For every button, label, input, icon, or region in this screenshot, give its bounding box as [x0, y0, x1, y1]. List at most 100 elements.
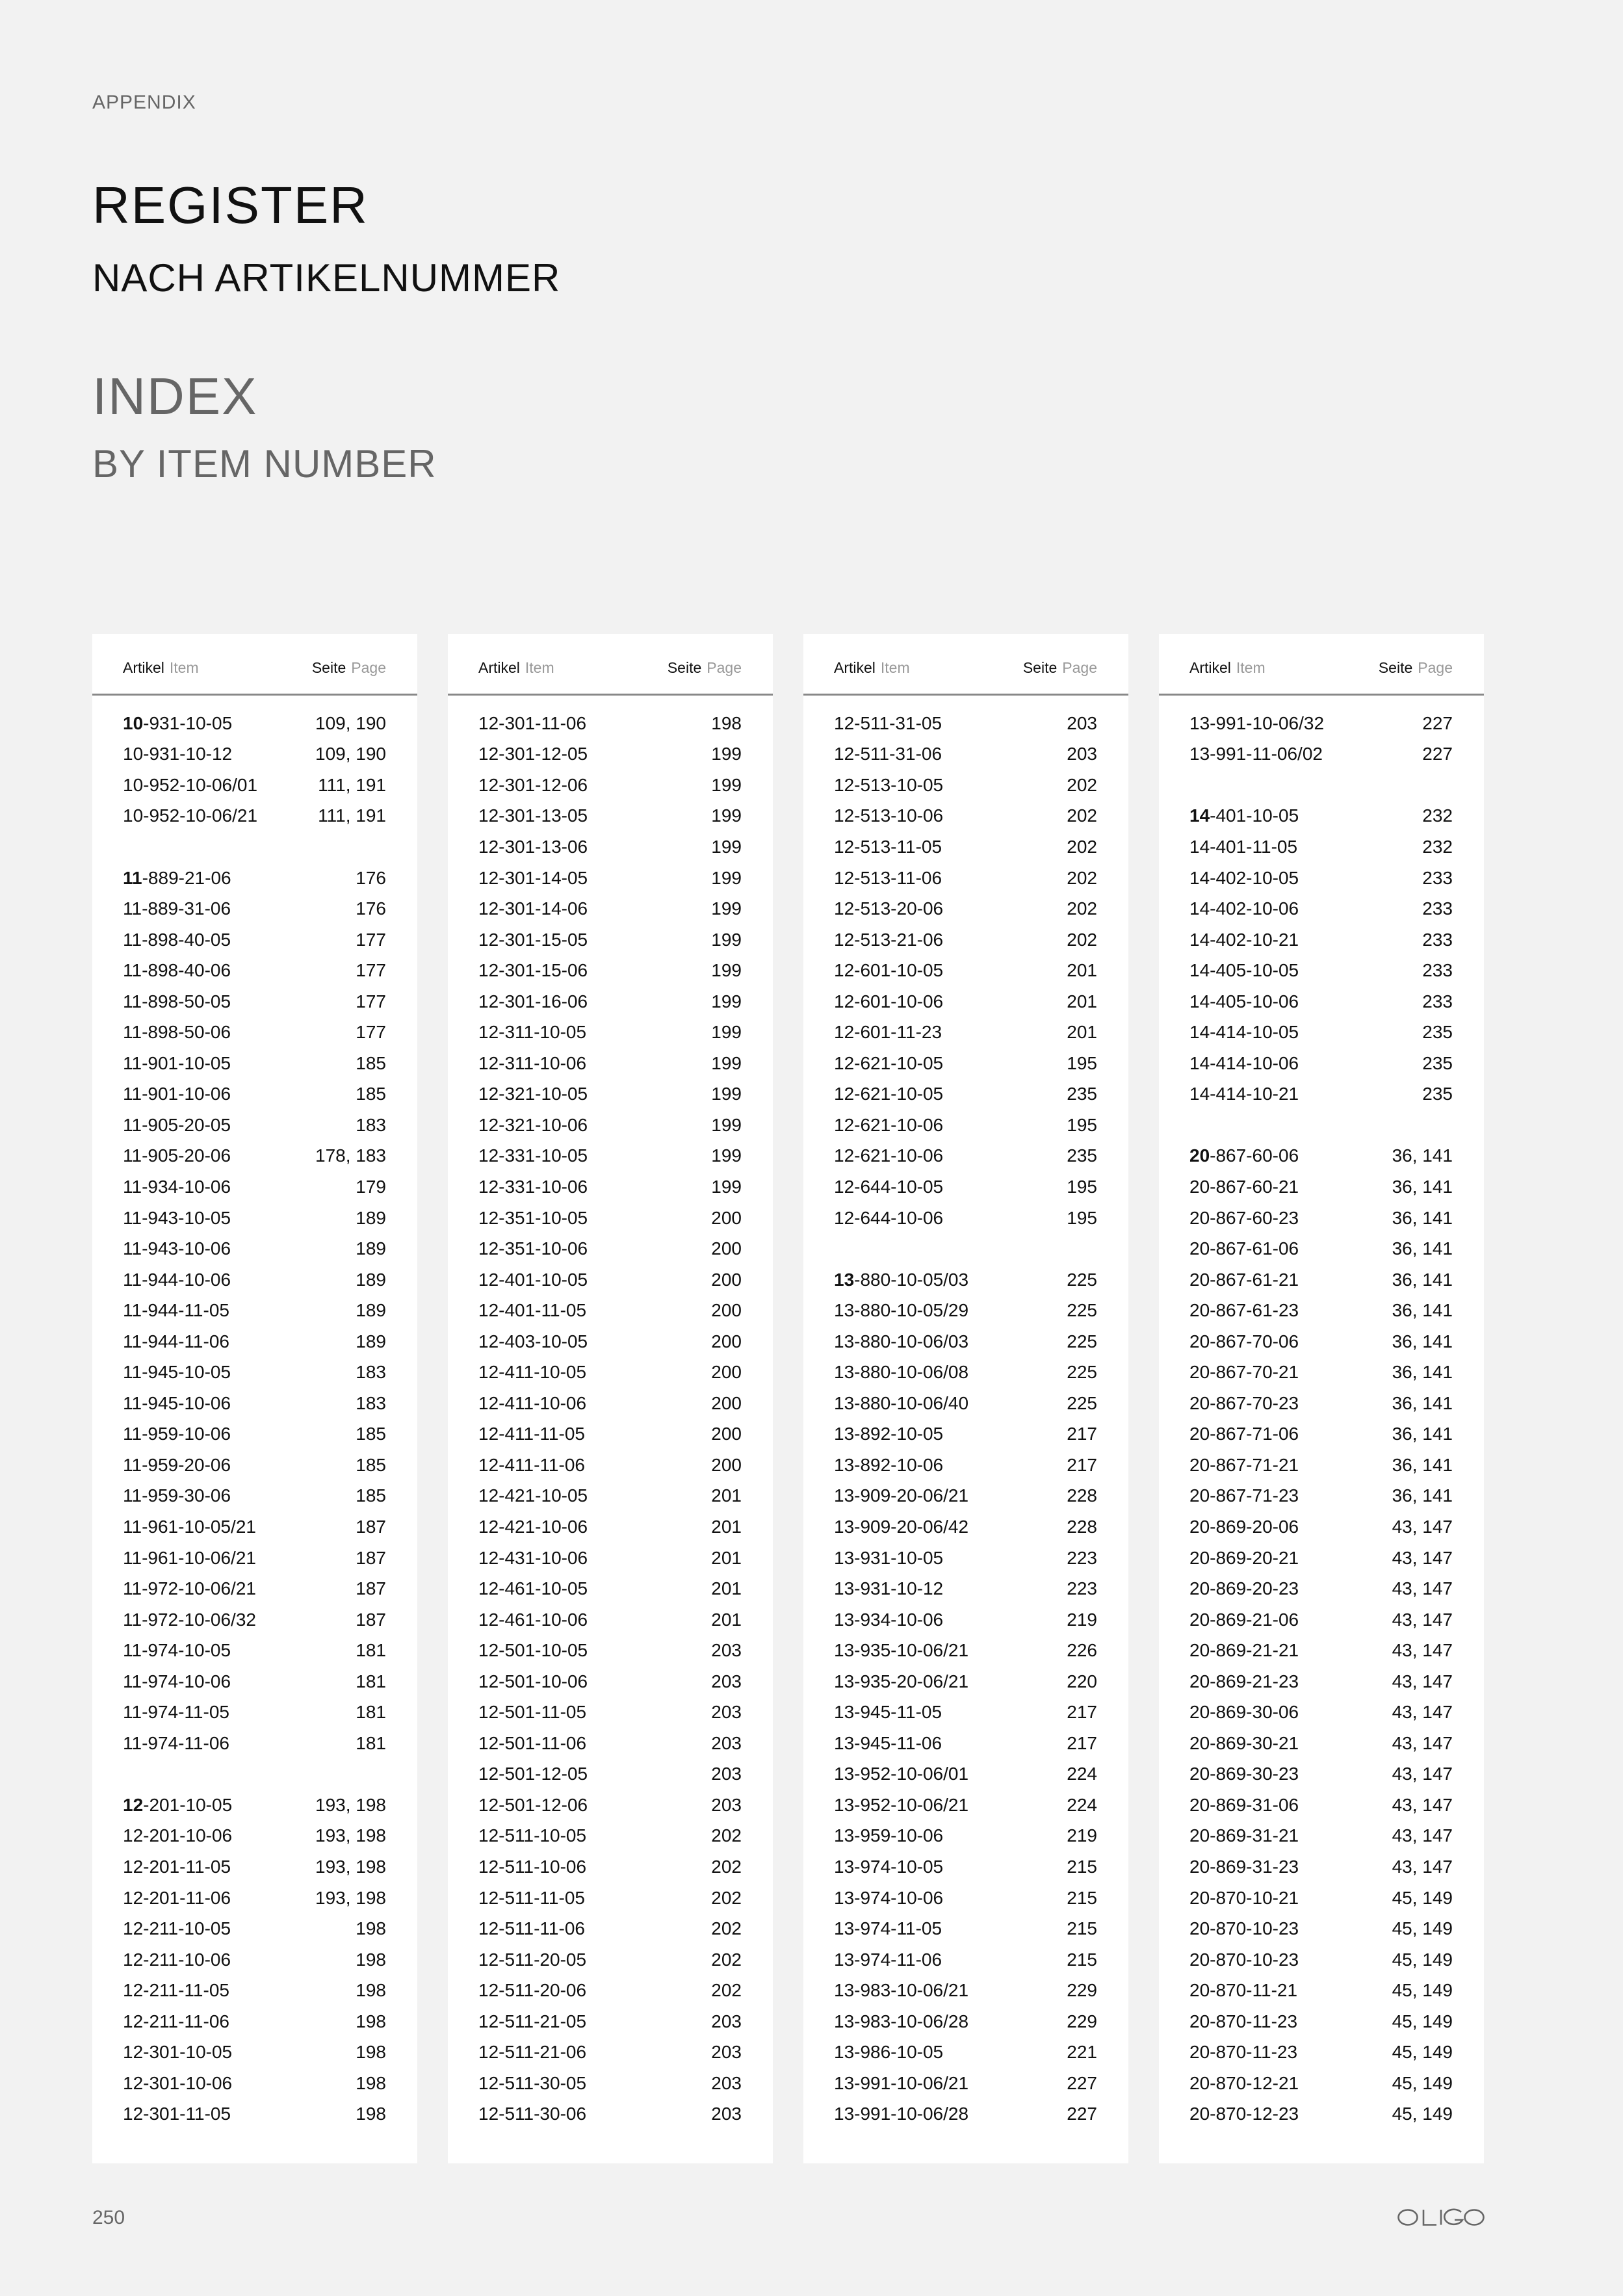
item-number: 12-301-10-05: [123, 2042, 233, 2063]
index-row: 11-901-10-05 185: [123, 1048, 386, 1079]
page-ref: 202: [1067, 929, 1097, 950]
index-row: 11-945-10-05 183: [123, 1357, 386, 1388]
page-header-de: Seite: [311, 659, 346, 676]
item-number: 13-986-10-05: [834, 2042, 944, 2063]
item-header-de: Artikel: [478, 659, 520, 676]
item-number: 11-945-10-06: [123, 1392, 231, 1413]
page-ref: 185: [356, 1052, 386, 1073]
index-row: 20-867-60-23 36, 141: [1189, 1203, 1453, 1234]
item-number: 13-909-20-06/21: [834, 1485, 969, 1506]
index-row: 11-901-10-06 185: [123, 1079, 386, 1110]
index-row: 12-301-10-06 198: [123, 2068, 386, 2099]
index-row: 11-943-10-05 189: [123, 1203, 386, 1234]
index-row: 20-869-20-23 43, 147: [1189, 1573, 1453, 1604]
index-row: 11-898-40-06 177: [123, 955, 386, 986]
page-header: Seite Page: [1023, 660, 1097, 675]
item-number: 14-402-10-21: [1189, 929, 1299, 950]
item-number: 12-331-10-06: [478, 1176, 588, 1197]
page-ref: 203: [711, 2104, 742, 2124]
item-number: 12-501-12-06: [478, 1794, 588, 1815]
page-ref: 233: [1422, 960, 1453, 981]
page-ref: 181: [356, 1671, 386, 1691]
index-row: 12-421-10-06 201: [478, 1511, 742, 1543]
item-number: 12-301-13-05: [478, 805, 588, 826]
page-ref: 223: [1067, 1578, 1097, 1599]
page-ref: 189: [356, 1238, 386, 1259]
page-ref: 36, 141: [1392, 1300, 1453, 1321]
page-ref: 215: [1067, 1857, 1097, 1877]
index-row: 12-601-10-06 201: [834, 986, 1097, 1017]
index-row: 12-411-10-06 200: [478, 1388, 742, 1419]
index-row: 11-889-21-06 176: [123, 863, 386, 894]
page-header-de: Seite: [1022, 659, 1058, 676]
index-row: 11-974-11-06 181: [123, 1728, 386, 1759]
page-ref: 193, 198: [315, 1825, 386, 1846]
page-ref: 221: [1067, 2042, 1097, 2063]
page-ref: 187: [356, 1578, 386, 1599]
page-ref: 109, 190: [315, 712, 386, 733]
index-row: 12-501-11-05 203: [478, 1697, 742, 1729]
item-number: 20-870-12-21: [1189, 2072, 1299, 2093]
index-row: 13-892-10-06 217: [834, 1450, 1097, 1481]
page-ref: 203: [711, 1640, 742, 1661]
item-number: 11-944-10-06: [123, 1269, 231, 1290]
index-row: 11-972-10-06/32 187: [123, 1604, 386, 1636]
page-ref: 199: [711, 805, 742, 826]
page-ref: 227: [1422, 744, 1453, 764]
item-number: 11-889-31-06: [123, 898, 231, 919]
index-row: 20-870-11-23 45, 149: [1189, 2006, 1453, 2037]
page-ref: 199: [711, 929, 742, 950]
index-row: 12-321-10-05 199: [478, 1079, 742, 1110]
page-ref: 202: [711, 1980, 742, 2001]
item-number: 13-974-10-06: [834, 1887, 944, 1908]
page-ref: 198: [356, 2042, 386, 2063]
index-row: 12-511-10-05 202: [478, 1821, 742, 1852]
page-ref: 203: [711, 2042, 742, 2063]
index-row: 20-869-31-23 43, 147: [1189, 1851, 1453, 1883]
item-number: 14-402-10-06: [1189, 898, 1299, 919]
page-ref: 217: [1067, 1454, 1097, 1475]
page-ref: 225: [1067, 1300, 1097, 1321]
item-number: 12-644-10-06: [834, 1207, 944, 1228]
item-number: 13-892-10-05: [834, 1424, 944, 1444]
page-ref: 45, 149: [1392, 1980, 1453, 2001]
page-ref: 45, 149: [1392, 2104, 1453, 2124]
page-ref: 200: [711, 1392, 742, 1413]
index-row: 11-959-30-06 185: [123, 1481, 386, 1512]
item-number: 12-301-14-06: [478, 898, 588, 919]
page-ref: 201: [711, 1485, 742, 1506]
index-row: 13-909-20-06/42 228: [834, 1511, 1097, 1543]
page-ref: 179: [356, 1176, 386, 1197]
page-ref: 185: [356, 1454, 386, 1475]
item-header-de: Artikel: [123, 659, 164, 676]
index-row: 10-952-10-06/01 111, 191: [123, 770, 386, 801]
index-row: 13-974-10-06 215: [834, 1883, 1097, 1914]
index-row: 12-501-11-06 203: [478, 1728, 742, 1759]
page-ref: 202: [711, 1918, 742, 1939]
index-row: 12-511-10-06 202: [478, 1851, 742, 1883]
index-row: 13-974-11-05 215: [834, 1913, 1097, 1944]
index-row: 20-869-20-21 43, 147: [1189, 1543, 1453, 1574]
index-row: 12-403-10-05 200: [478, 1326, 742, 1357]
page-ref: 200: [711, 1362, 742, 1383]
item-number: 12-201-11-05: [123, 1857, 231, 1877]
item-number: 14-405-10-05: [1189, 960, 1299, 981]
page-ref: 198: [356, 2011, 386, 2031]
item-number: 12-421-10-05: [478, 1485, 588, 1506]
page-ref: 235: [1067, 1145, 1097, 1166]
item-number: 12-511-30-05: [478, 2072, 587, 2093]
item-number: 14-414-10-05: [1189, 1022, 1299, 1043]
index-row: 12-331-10-06 199: [478, 1171, 742, 1203]
item-number: 11-972-10-06/21: [123, 1578, 256, 1599]
item-number: 13-880-10-06/08: [834, 1362, 969, 1383]
page-header-en: Page: [351, 659, 386, 676]
index-row: 12-411-11-06 200: [478, 1450, 742, 1481]
item-number: 13-952-10-06/01: [834, 1764, 969, 1784]
item-number: 12-513-11-06: [834, 867, 942, 888]
page-ref: 198: [711, 712, 742, 733]
index-row: 20-867-70-23 36, 141: [1189, 1388, 1453, 1419]
index-row: 13-892-10-05 217: [834, 1419, 1097, 1450]
index-row: 14-401-11-05 232: [1189, 831, 1453, 863]
index-row: 13-991-11-06/02 227: [1189, 739, 1453, 770]
item-number: 12-621-10-05: [834, 1084, 944, 1104]
